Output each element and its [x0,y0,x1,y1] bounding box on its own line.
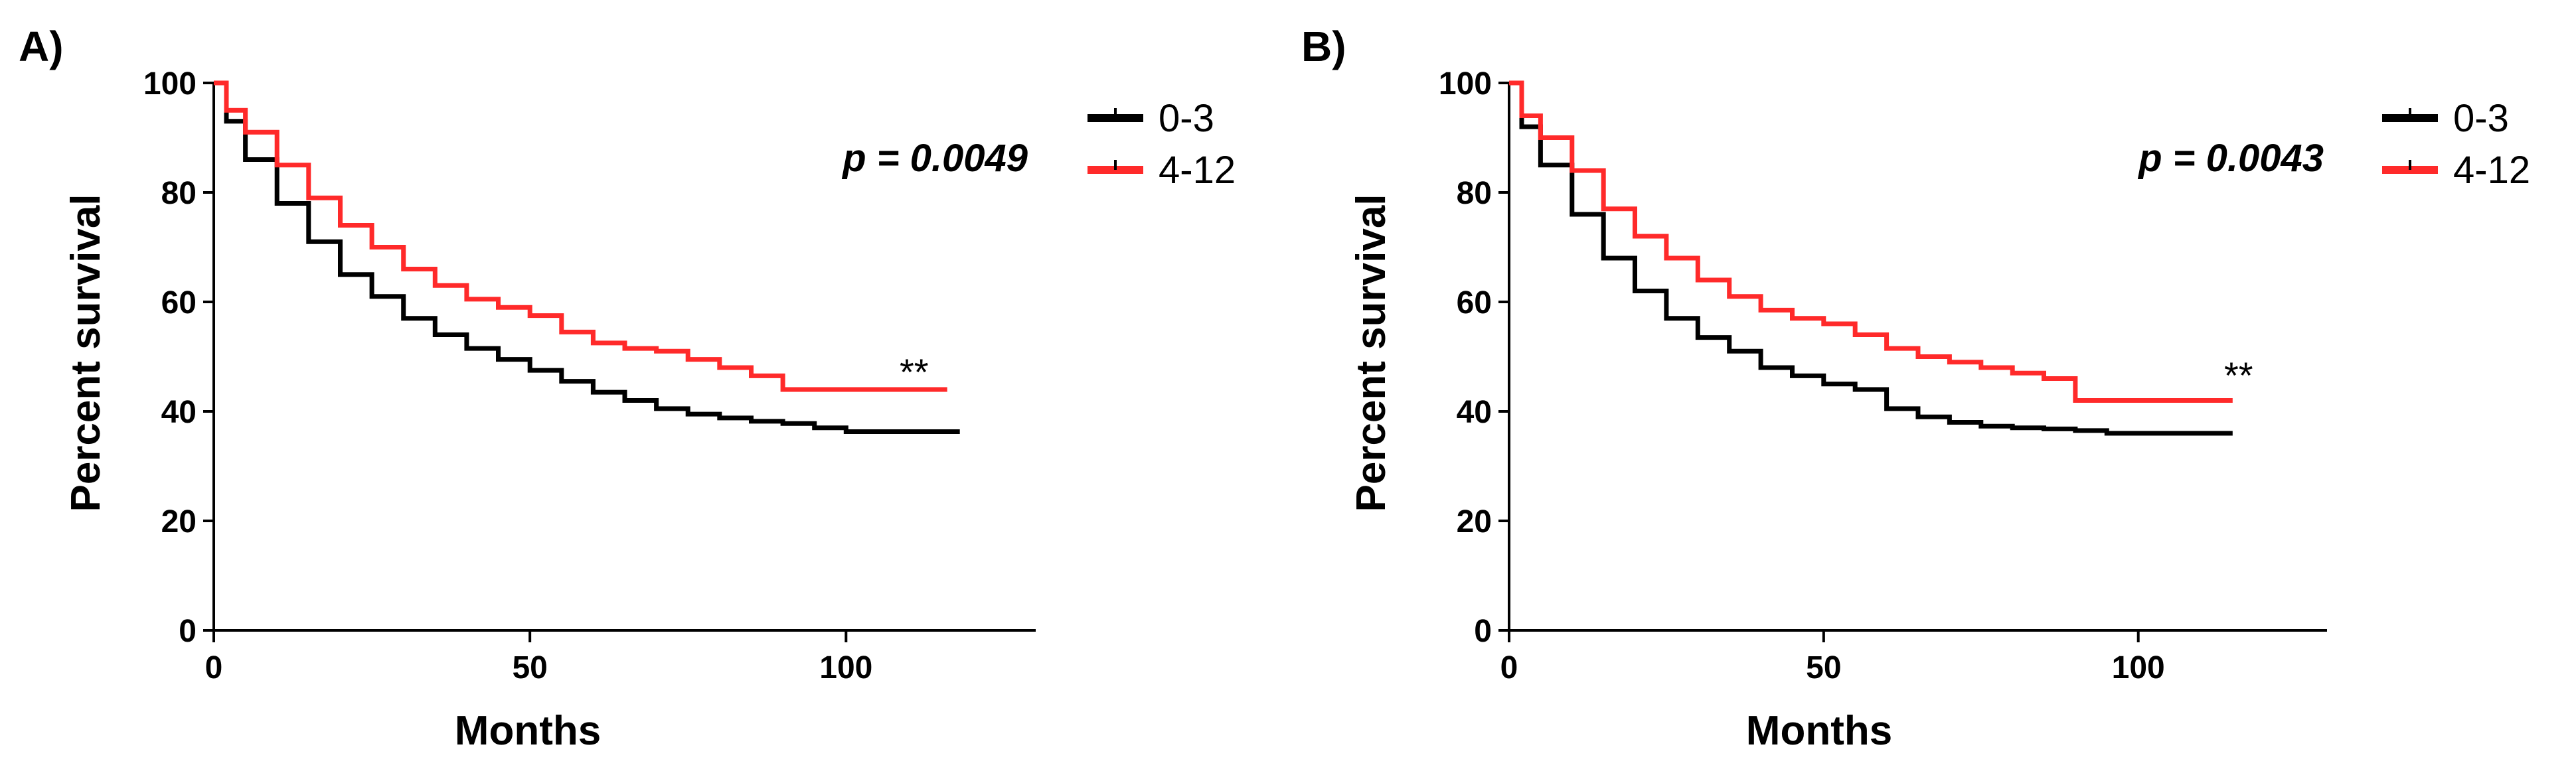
series-line-b-0 [1509,80,2233,436]
series-line-a-1 [214,80,947,392]
legend-swatch-a-1 [1087,160,1143,174]
x-tick-label-a-1: 50 [512,650,547,685]
x-tick-label-a-2: 100 [819,650,872,685]
x-tick-label-b-2: 100 [2112,650,2165,685]
p-value-b: p = 0.0043 [2137,137,2324,180]
survival-panel-a: A) 0 20 40 60 80 100 0 50 100 Percent survival M… [19,23,1236,754]
y-tick-label-b-3: 60 [1457,285,1492,320]
series-line-b-1 [1509,80,2233,403]
legend-label-a-0: 0-3 [1159,97,1214,140]
y-tick-label-a-1: 20 [161,504,197,539]
significance-marker-a: ** [900,351,929,393]
panel-label-a: A) [19,23,64,70]
series-line-a-0 [214,80,960,434]
y-tick-label-a-4: 80 [161,176,197,211]
plot-area-a: 0 20 40 60 80 100 0 50 100 [143,66,1036,685]
y-axis-title-a: Percent survival [63,194,109,512]
legend-b: 0-3 4-12 [2382,97,2530,192]
y-tick-label-a-5: 100 [143,66,197,102]
significance-marker-b: ** [2224,354,2253,396]
legend-swatch-b-1 [2382,160,2438,174]
x-tick-label-b-1: 50 [1806,650,1841,685]
y-tick-label-b-5: 100 [1439,66,1492,102]
panel-label-b: B) [1301,23,1346,70]
y-tick-label-b-4: 80 [1457,176,1492,211]
plot-area-b: 0 20 40 60 80 100 0 50 100 [1439,66,2327,685]
x-axis-title-b: Months [1746,708,1892,754]
y-axis-title-b: Percent survival [1348,194,1394,512]
y-tick-label-a-2: 40 [161,395,197,430]
x-tick-label-b-0: 0 [1500,650,1518,685]
chart-a-svg: A) 0 20 40 60 80 100 0 50 100 Percent survival M… [19,23,1236,754]
y-tick-label-b-2: 40 [1457,395,1492,430]
survival-panel-b: B) 0 20 40 60 80 100 0 50 100 Percent survival M… [1288,0,2576,779]
p-value-a: p = 0.0049 [841,137,1028,180]
x-tick-label-a-0: 0 [205,650,223,685]
legend-label-b-0: 0-3 [2453,97,2509,140]
legend-label-a-1: 4-12 [1159,149,1236,192]
y-tick-label-b-0: 0 [1474,614,1492,649]
legend-label-b-1: 4-12 [2453,149,2530,192]
y-tick-label-a-3: 60 [161,285,197,320]
legend-swatch-b-0 [2382,108,2438,122]
y-tick-label-b-1: 20 [1457,504,1492,539]
chart-b-svg: B) 0 20 40 60 80 100 0 50 100 Percent survival M… [1301,23,2530,754]
legend-a: 0-3 4-12 [1087,97,1236,192]
legend-swatch-a-0 [1087,108,1143,122]
y-tick-label-a-0: 0 [179,614,197,649]
x-axis-title-a: Months [455,708,601,754]
